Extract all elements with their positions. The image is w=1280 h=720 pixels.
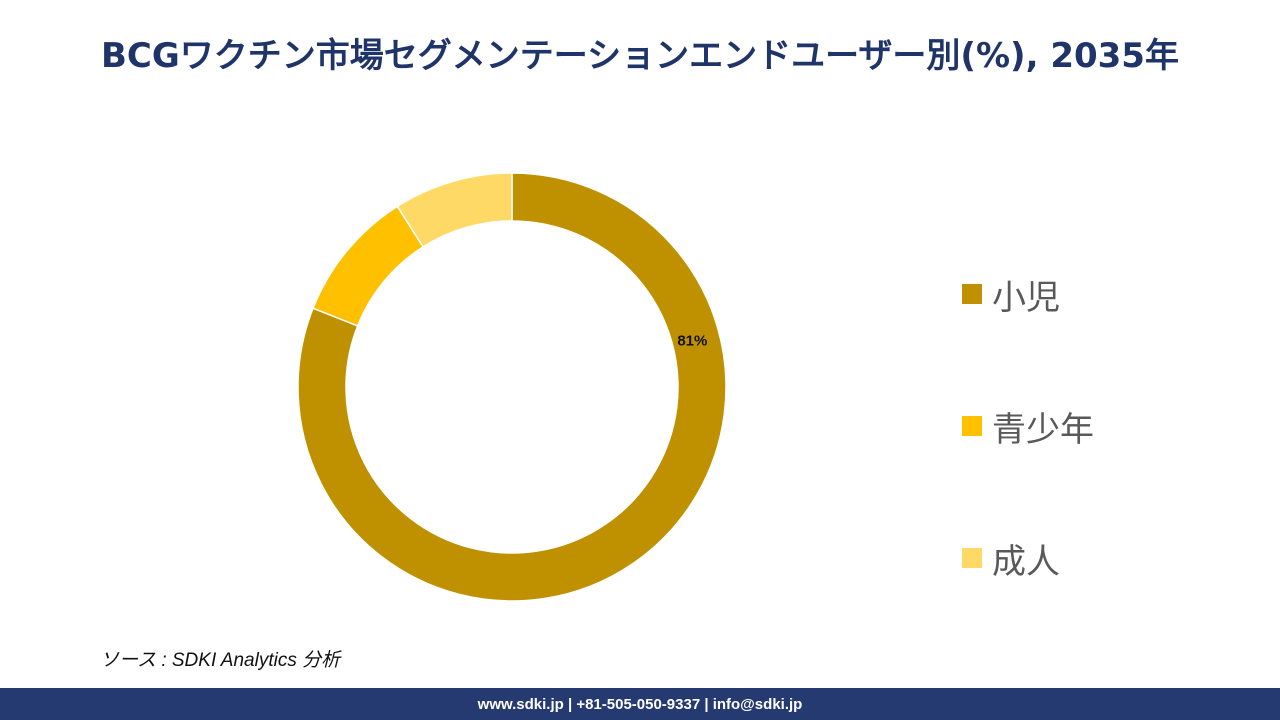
- donut-slice-adolescent: [312, 205, 425, 327]
- donut-slices: [297, 172, 727, 602]
- legend-item-adolescent: 青少年: [962, 402, 1094, 450]
- source-note: ソース : SDKI Analytics 分析: [100, 650, 341, 671]
- footer-bar: www.sdki.jp | +81-505-050-9337 | info@sd…: [0, 688, 1280, 720]
- footer-contact: www.sdki.jp | +81-505-050-9337 | info@sd…: [477, 695, 803, 713]
- legend-label-child: 小児: [992, 277, 1060, 318]
- donut-slice-adult: [396, 172, 513, 248]
- legend-label-adolescent: 青少年: [992, 409, 1094, 450]
- chart-title: BCGワクチン市場セグメンテーションエンドユーザー別(%), 2035年: [101, 36, 1179, 76]
- legend-swatch-adult: [962, 548, 982, 568]
- donut-slice-child: [297, 172, 727, 602]
- legend-swatch-child: [962, 284, 982, 304]
- legend-label-adult: 成人: [992, 541, 1060, 582]
- legend-item-adult: 成人: [962, 534, 1060, 582]
- data-label-child: 81%: [677, 332, 707, 349]
- legend-swatch-adolescent: [962, 416, 982, 436]
- legend-item-child: 小児: [962, 270, 1060, 318]
- donut-data-labels: 81%: [677, 332, 707, 349]
